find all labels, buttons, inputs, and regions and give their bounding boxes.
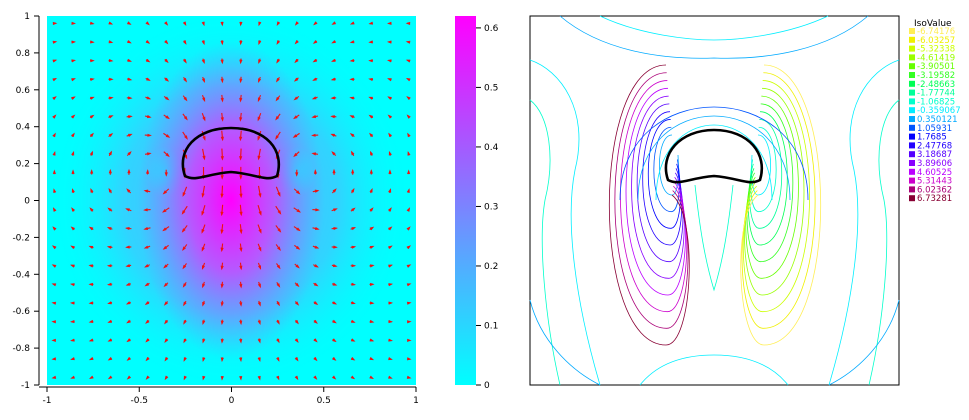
legend-swatch	[909, 151, 915, 157]
legend-swatch	[909, 107, 915, 113]
legend-swatch	[909, 134, 915, 140]
y-tick-label: 1	[24, 12, 30, 22]
legend-swatch	[909, 90, 915, 96]
y-tick-label: -1	[21, 381, 30, 391]
y-tick-label: 0.2	[16, 160, 30, 170]
legend-swatch	[909, 63, 915, 69]
y-tick-label: -0.8	[12, 344, 30, 354]
x-tick-label: 1	[413, 396, 419, 406]
legend-swatch	[909, 98, 915, 104]
y-tick-label: -0.6	[12, 307, 30, 317]
legend-swatch	[909, 169, 915, 175]
legend-swatch	[909, 72, 915, 78]
legend-swatch	[909, 81, 915, 87]
y-tick-label: -0.4	[12, 270, 30, 280]
legend-label: 6.73281	[917, 194, 952, 204]
colorbar-tick-label: 0.5	[484, 83, 498, 93]
legend-swatch	[909, 46, 915, 52]
heatmap-core-field	[47, 16, 416, 385]
colorbar-tick-label: 0.6	[484, 24, 499, 34]
legend-swatch	[909, 178, 915, 184]
colorbar: 0.6 0.5 0.4 0.3 0.2 0.1 0	[455, 16, 499, 391]
legend-swatch	[909, 28, 915, 34]
x-tick-label: -1	[43, 396, 52, 406]
colorbar-tick-label: 0	[484, 381, 490, 391]
y-tick-label: 0.4	[16, 123, 31, 133]
colorbar-gradient	[455, 16, 476, 385]
y-tick-label: -0.2	[12, 233, 30, 243]
legend-swatch	[909, 186, 915, 192]
legend-swatch	[909, 116, 915, 122]
legend-swatch	[909, 160, 915, 166]
colorbar-tick-label: 0.1	[484, 321, 498, 331]
colorbar-tick-label: 0.4	[484, 143, 499, 153]
colorbar-tick-label: 0.3	[484, 202, 498, 212]
legend-swatch	[909, 125, 915, 131]
heatmap-panel: 1 0.8 0.6 0.4 0.2 0 -0.2 -0.4 -0.6 -0.8 -1 -1 -0.5 0 0…	[12, 12, 418, 406]
y-tick-label: 0.8	[16, 49, 31, 59]
y-tick-label: 0.6	[16, 86, 31, 96]
x-tick-label: -0.5	[130, 396, 148, 406]
legend-swatch	[909, 195, 915, 201]
legend-swatch	[909, 54, 915, 60]
legend-swatch	[909, 37, 915, 43]
contour-panel	[530, 16, 899, 385]
x-tick-label: 0.5	[317, 396, 331, 406]
y-tick-label: 0	[24, 197, 30, 207]
legend-swatch	[909, 142, 915, 148]
x-tick-label: 0	[229, 396, 235, 406]
colorbar-ticks: 0.6 0.5 0.4 0.3 0.2 0.1 0	[476, 24, 499, 391]
colorbar-tick-label: 0.2	[484, 262, 498, 272]
isovalue-legend: IsoValue -6.74176-6.03257-5.32338-4.6141…	[909, 19, 961, 204]
